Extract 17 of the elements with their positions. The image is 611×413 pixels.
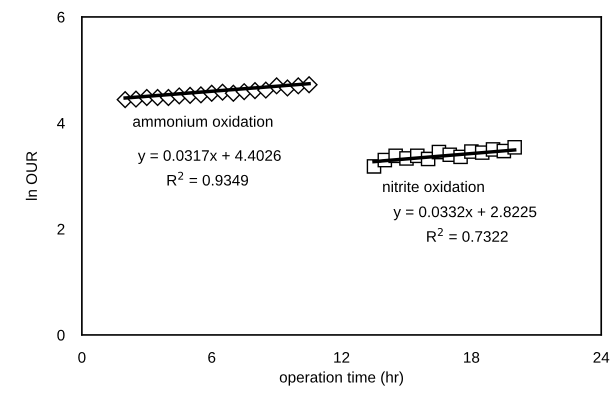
x-tick-label: 18 — [464, 352, 480, 363]
annotation: nitrite oxidation — [383, 180, 484, 192]
y-tick-label: 6 — [57, 12, 65, 23]
x-tick-label: 12 — [334, 352, 350, 363]
annotation: y = 0.0317x + 4.4026 — [138, 150, 281, 164]
y-tick-label: 0 — [57, 330, 65, 341]
annotation: R$^{2}$ = 0.7322 — [427, 228, 508, 242]
x-axis-title: operation time (hr) — [280, 371, 404, 386]
y-tick-label: 2 — [57, 224, 64, 234]
annotation: y = 0.0332x + 2.8225 — [393, 206, 536, 220]
y-axis-title: ln OUR — [26, 152, 38, 200]
x-tick-label: 24 — [593, 352, 610, 363]
annotation: R$^{2}$ = 0.9349 — [167, 172, 248, 186]
x-tick-label: 6 — [208, 352, 216, 363]
x-tick-label: 0 — [78, 352, 86, 363]
annotation: ammonium oxidation — [133, 116, 272, 127]
y-tick-label: 4 — [57, 118, 65, 128]
